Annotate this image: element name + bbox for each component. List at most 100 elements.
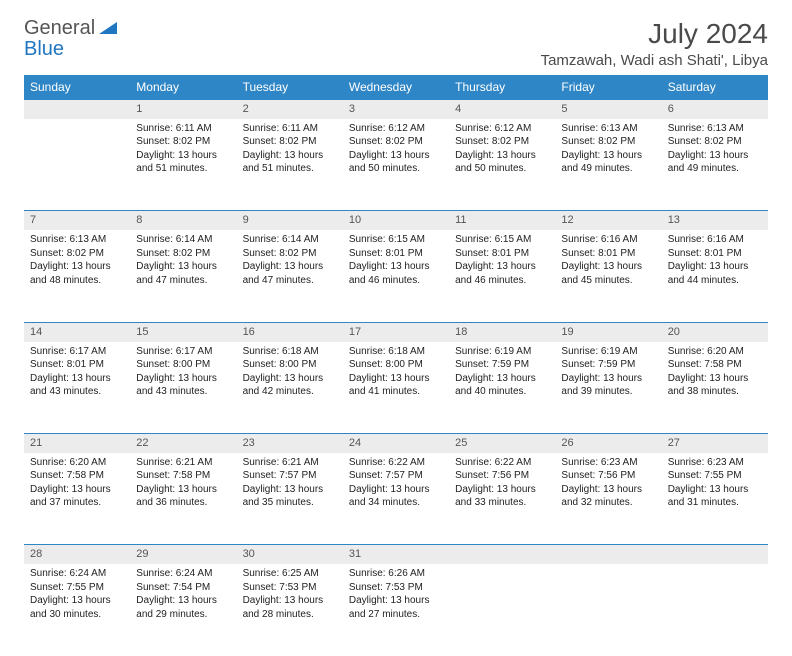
daylight-text: Daylight: 13 hours and 30 minutes. bbox=[30, 594, 124, 621]
day-details: Sunrise: 6:11 AMSunset: 8:02 PMDaylight:… bbox=[130, 119, 236, 182]
day-number: 3 bbox=[343, 100, 449, 119]
day-details: Sunrise: 6:24 AMSunset: 7:54 PMDaylight:… bbox=[130, 564, 236, 627]
day-details: Sunrise: 6:15 AMSunset: 8:01 PMDaylight:… bbox=[343, 230, 449, 293]
day-cell: Sunrise: 6:22 AMSunset: 7:56 PMDaylight:… bbox=[449, 453, 555, 545]
sunset-text: Sunset: 7:55 PM bbox=[668, 469, 762, 483]
daylight-text: Daylight: 13 hours and 42 minutes. bbox=[243, 372, 337, 399]
empty-day-number bbox=[449, 545, 555, 564]
sunset-text: Sunset: 7:56 PM bbox=[561, 469, 655, 483]
daylight-text: Daylight: 13 hours and 31 minutes. bbox=[668, 483, 762, 510]
day-cell: Sunrise: 6:19 AMSunset: 7:59 PMDaylight:… bbox=[555, 342, 661, 434]
day-details: Sunrise: 6:14 AMSunset: 8:02 PMDaylight:… bbox=[130, 230, 236, 293]
day-cell: Sunrise: 6:12 AMSunset: 8:02 PMDaylight:… bbox=[449, 119, 555, 211]
day-details: Sunrise: 6:21 AMSunset: 7:57 PMDaylight:… bbox=[237, 453, 343, 516]
sunset-text: Sunset: 8:02 PM bbox=[561, 135, 655, 149]
sunset-text: Sunset: 8:01 PM bbox=[349, 247, 443, 261]
day-number-row: 21222324252627 bbox=[24, 434, 768, 453]
weekday-header-row: SundayMondayTuesdayWednesdayThursdayFrid… bbox=[24, 75, 768, 100]
sunset-text: Sunset: 7:57 PM bbox=[243, 469, 337, 483]
weekday-header: Tuesday bbox=[237, 75, 343, 100]
day-number: 20 bbox=[662, 322, 768, 341]
day-details: Sunrise: 6:13 AMSunset: 8:02 PMDaylight:… bbox=[662, 119, 768, 182]
day-cell: Sunrise: 6:16 AMSunset: 8:01 PMDaylight:… bbox=[662, 230, 768, 322]
day-number: 17 bbox=[343, 322, 449, 341]
sunrise-text: Sunrise: 6:11 AM bbox=[136, 122, 230, 136]
empty-day-number bbox=[555, 545, 661, 564]
sunrise-text: Sunrise: 6:26 AM bbox=[349, 567, 443, 581]
daylight-text: Daylight: 13 hours and 45 minutes. bbox=[561, 260, 655, 287]
sunrise-text: Sunrise: 6:17 AM bbox=[30, 345, 124, 359]
day-details: Sunrise: 6:18 AMSunset: 8:00 PMDaylight:… bbox=[237, 342, 343, 405]
sunset-text: Sunset: 8:02 PM bbox=[455, 135, 549, 149]
day-content-row: Sunrise: 6:24 AMSunset: 7:55 PMDaylight:… bbox=[24, 564, 768, 656]
day-number: 7 bbox=[24, 211, 130, 230]
title-block: July 2024 Tamzawah, Wadi ash Shati', Lib… bbox=[541, 18, 768, 69]
day-cell: Sunrise: 6:11 AMSunset: 8:02 PMDaylight:… bbox=[130, 119, 236, 211]
sunset-text: Sunset: 7:54 PM bbox=[136, 581, 230, 595]
weekday-header: Saturday bbox=[662, 75, 768, 100]
day-details: Sunrise: 6:25 AMSunset: 7:53 PMDaylight:… bbox=[237, 564, 343, 627]
day-details: Sunrise: 6:22 AMSunset: 7:56 PMDaylight:… bbox=[449, 453, 555, 516]
day-cell: Sunrise: 6:17 AMSunset: 8:01 PMDaylight:… bbox=[24, 342, 130, 434]
sunrise-text: Sunrise: 6:16 AM bbox=[668, 233, 762, 247]
daylight-text: Daylight: 13 hours and 49 minutes. bbox=[668, 149, 762, 176]
day-number-row: 123456 bbox=[24, 100, 768, 119]
day-cell: Sunrise: 6:11 AMSunset: 8:02 PMDaylight:… bbox=[237, 119, 343, 211]
sunrise-text: Sunrise: 6:13 AM bbox=[561, 122, 655, 136]
day-details: Sunrise: 6:13 AMSunset: 8:02 PMDaylight:… bbox=[555, 119, 661, 182]
daylight-text: Daylight: 13 hours and 49 minutes. bbox=[561, 149, 655, 176]
day-details: Sunrise: 6:26 AMSunset: 7:53 PMDaylight:… bbox=[343, 564, 449, 627]
sunrise-text: Sunrise: 6:15 AM bbox=[455, 233, 549, 247]
daylight-text: Daylight: 13 hours and 50 minutes. bbox=[455, 149, 549, 176]
day-number: 5 bbox=[555, 100, 661, 119]
day-details: Sunrise: 6:22 AMSunset: 7:57 PMDaylight:… bbox=[343, 453, 449, 516]
sunset-text: Sunset: 7:53 PM bbox=[349, 581, 443, 595]
day-cell: Sunrise: 6:25 AMSunset: 7:53 PMDaylight:… bbox=[237, 564, 343, 656]
day-number: 11 bbox=[449, 211, 555, 230]
brand-word-1: General bbox=[24, 17, 95, 39]
empty-day-cell bbox=[449, 564, 555, 656]
sunrise-text: Sunrise: 6:23 AM bbox=[668, 456, 762, 470]
sunset-text: Sunset: 7:53 PM bbox=[243, 581, 337, 595]
sunrise-text: Sunrise: 6:17 AM bbox=[136, 345, 230, 359]
day-number: 8 bbox=[130, 211, 236, 230]
day-cell: Sunrise: 6:20 AMSunset: 7:58 PMDaylight:… bbox=[662, 342, 768, 434]
sunrise-text: Sunrise: 6:23 AM bbox=[561, 456, 655, 470]
daylight-text: Daylight: 13 hours and 47 minutes. bbox=[136, 260, 230, 287]
day-number: 27 bbox=[662, 434, 768, 453]
daylight-text: Daylight: 13 hours and 38 minutes. bbox=[668, 372, 762, 399]
day-number: 18 bbox=[449, 322, 555, 341]
day-cell: Sunrise: 6:15 AMSunset: 8:01 PMDaylight:… bbox=[449, 230, 555, 322]
day-number-row: 28293031 bbox=[24, 545, 768, 564]
day-cell: Sunrise: 6:18 AMSunset: 8:00 PMDaylight:… bbox=[237, 342, 343, 434]
sunset-text: Sunset: 8:00 PM bbox=[349, 358, 443, 372]
sunset-text: Sunset: 7:59 PM bbox=[561, 358, 655, 372]
day-number: 14 bbox=[24, 322, 130, 341]
day-cell: Sunrise: 6:21 AMSunset: 7:57 PMDaylight:… bbox=[237, 453, 343, 545]
weekday-header: Monday bbox=[130, 75, 236, 100]
day-details: Sunrise: 6:17 AMSunset: 8:01 PMDaylight:… bbox=[24, 342, 130, 405]
day-cell: Sunrise: 6:14 AMSunset: 8:02 PMDaylight:… bbox=[130, 230, 236, 322]
brand-word-2: Blue bbox=[24, 38, 64, 60]
sunset-text: Sunset: 8:01 PM bbox=[668, 247, 762, 261]
day-details: Sunrise: 6:15 AMSunset: 8:01 PMDaylight:… bbox=[449, 230, 555, 293]
day-cell: Sunrise: 6:13 AMSunset: 8:02 PMDaylight:… bbox=[662, 119, 768, 211]
empty-day-cell bbox=[662, 564, 768, 656]
daylight-text: Daylight: 13 hours and 32 minutes. bbox=[561, 483, 655, 510]
sunset-text: Sunset: 8:02 PM bbox=[243, 135, 337, 149]
daylight-text: Daylight: 13 hours and 51 minutes. bbox=[243, 149, 337, 176]
day-details: Sunrise: 6:18 AMSunset: 8:00 PMDaylight:… bbox=[343, 342, 449, 405]
sunrise-text: Sunrise: 6:14 AM bbox=[136, 233, 230, 247]
daylight-text: Daylight: 13 hours and 34 minutes. bbox=[349, 483, 443, 510]
day-number: 19 bbox=[555, 322, 661, 341]
day-number-row: 78910111213 bbox=[24, 211, 768, 230]
daylight-text: Daylight: 13 hours and 33 minutes. bbox=[455, 483, 549, 510]
sunrise-text: Sunrise: 6:18 AM bbox=[243, 345, 337, 359]
sunrise-text: Sunrise: 6:20 AM bbox=[30, 456, 124, 470]
day-cell: Sunrise: 6:22 AMSunset: 7:57 PMDaylight:… bbox=[343, 453, 449, 545]
weekday-header: Thursday bbox=[449, 75, 555, 100]
sunrise-text: Sunrise: 6:24 AM bbox=[136, 567, 230, 581]
day-number: 25 bbox=[449, 434, 555, 453]
sunrise-text: Sunrise: 6:21 AM bbox=[243, 456, 337, 470]
daylight-text: Daylight: 13 hours and 46 minutes. bbox=[349, 260, 443, 287]
